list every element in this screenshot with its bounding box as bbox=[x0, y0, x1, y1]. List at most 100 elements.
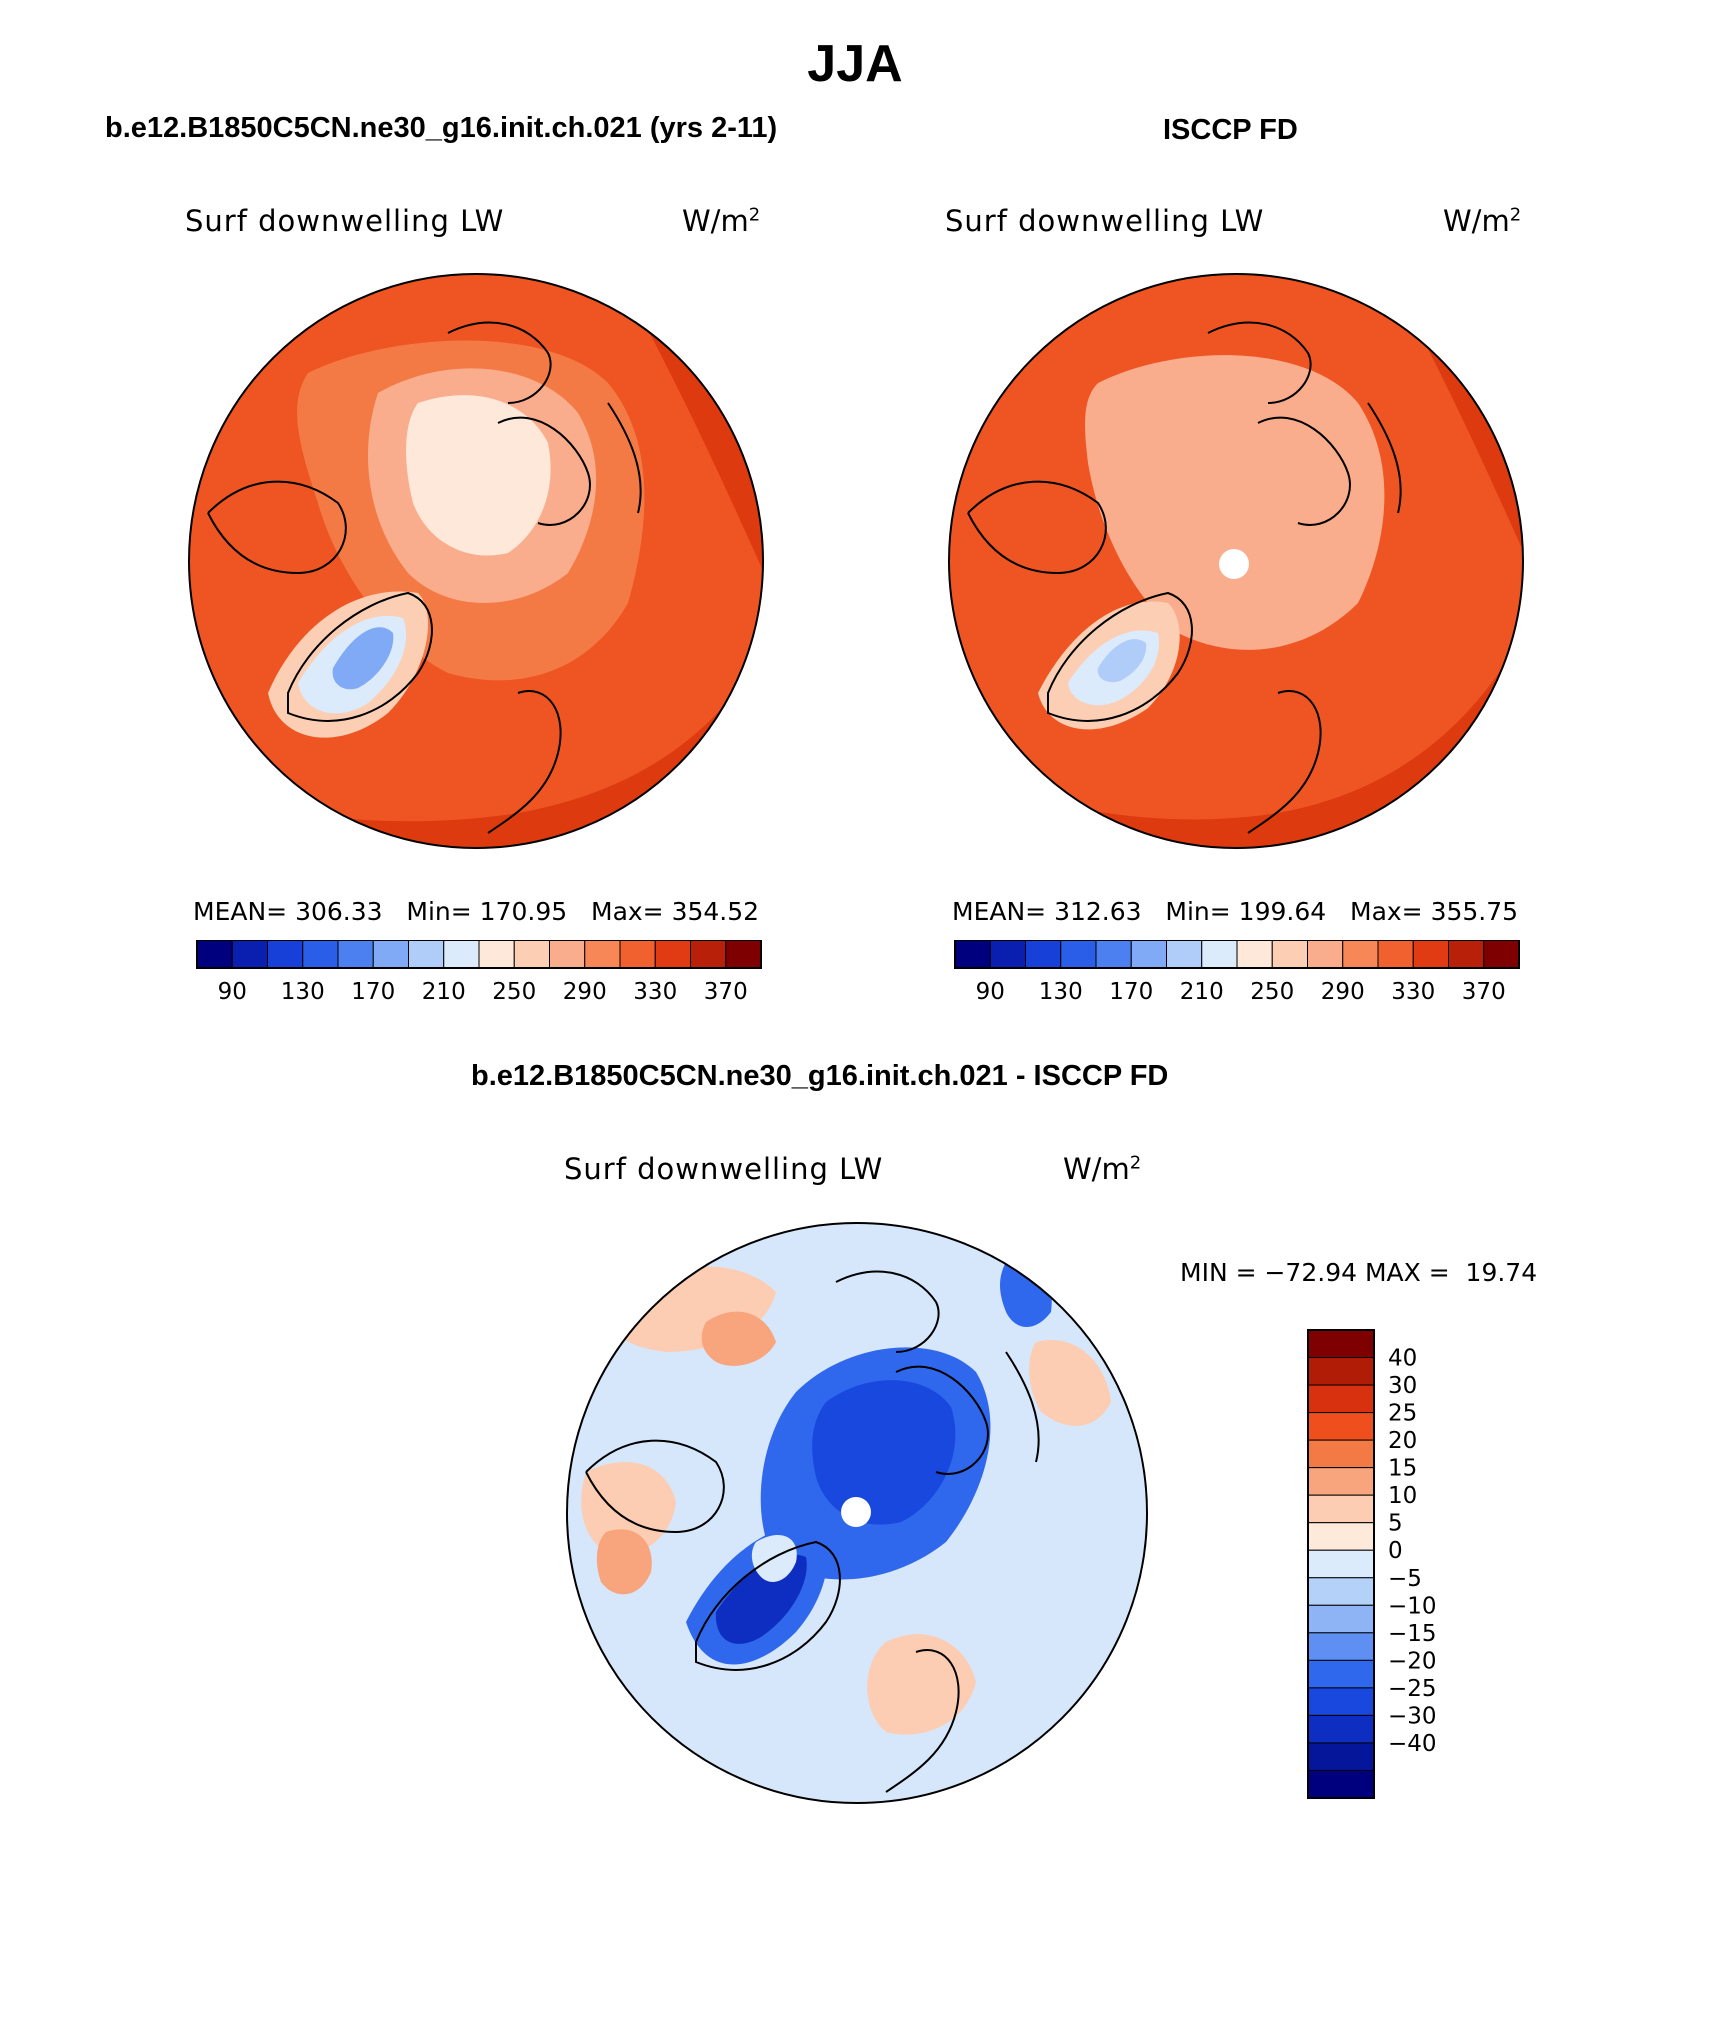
colorbar-swatch bbox=[1307, 940, 1344, 969]
colorbar-tick-label: −20 bbox=[1388, 1648, 1437, 1674]
colorbar-tick-label: 130 bbox=[281, 979, 325, 1005]
colorbar-swatch bbox=[1483, 940, 1520, 969]
obs-stats: MEAN= 312.63 Min= 199.64 Max= 355.75 bbox=[952, 897, 1519, 926]
colorbar-swatch bbox=[1448, 940, 1485, 969]
obs-polar-map bbox=[948, 273, 1524, 849]
colorbar-outline bbox=[196, 940, 762, 969]
model-stats: MEAN= 306.33 Min= 170.95 Max= 354.52 bbox=[193, 897, 760, 926]
colorbar-swatch bbox=[1201, 940, 1238, 969]
colorbar-swatch bbox=[1307, 1549, 1375, 1579]
colorbar-swatch bbox=[1025, 940, 1062, 969]
colorbar-swatch bbox=[725, 940, 762, 969]
diff-minmax: MIN = −72.94 MAX = 19.74 bbox=[1180, 1258, 1538, 1287]
colorbar-tick-label: 330 bbox=[633, 979, 677, 1005]
model-polar-map bbox=[188, 273, 764, 849]
colorbar-tick-label: 10 bbox=[1388, 1483, 1417, 1509]
model-panel-title: b.e12.B1850C5CN.ne30_g16.init.ch.021 (yr… bbox=[105, 112, 778, 144]
colorbar-swatch bbox=[1307, 1522, 1375, 1551]
colorbar-tick-label: −25 bbox=[1388, 1676, 1437, 1702]
colorbar-tick-label: 250 bbox=[1250, 979, 1294, 1005]
obs-variable-label: Surf downwelling LW bbox=[945, 204, 1265, 238]
colorbar-swatch bbox=[690, 940, 727, 969]
colorbar-swatch bbox=[1271, 940, 1308, 969]
colorbar-tick-label: 250 bbox=[492, 979, 536, 1005]
colorbar-tick-label: −5 bbox=[1388, 1566, 1422, 1592]
colorbar-swatch bbox=[1236, 940, 1273, 969]
colorbar-tick-label: −40 bbox=[1388, 1731, 1437, 1757]
colorbar-swatch bbox=[1377, 940, 1414, 969]
colorbar-swatch bbox=[1307, 1494, 1375, 1524]
diff-units: W/m2 bbox=[1063, 1152, 1142, 1186]
colorbar-swatch bbox=[1342, 940, 1379, 969]
colorbar-swatch bbox=[584, 940, 621, 969]
colorbar-swatch bbox=[1130, 940, 1167, 969]
colorbar-swatch bbox=[1412, 940, 1449, 969]
colorbar-swatch bbox=[1307, 1632, 1375, 1661]
colorbar-swatch bbox=[513, 940, 550, 969]
colorbar-swatch bbox=[478, 940, 515, 969]
model-variable-label: Surf downwelling LW bbox=[185, 204, 505, 238]
colorbar-swatch bbox=[267, 940, 304, 969]
diff-panel-title: b.e12.B1850C5CN.ne30_g16.init.ch.021 - I… bbox=[471, 1060, 1169, 1092]
colorbar-swatch bbox=[1307, 1384, 1375, 1414]
colorbar-swatch bbox=[372, 940, 409, 969]
colorbar-tick-label: −15 bbox=[1388, 1621, 1437, 1647]
colorbar-tick-label: 370 bbox=[704, 979, 748, 1005]
colorbar-swatch bbox=[408, 940, 445, 969]
colorbar-tick-label: 0 bbox=[1388, 1538, 1403, 1564]
colorbar-swatch bbox=[1307, 1329, 1375, 1359]
colorbar-tick-label: 130 bbox=[1039, 979, 1083, 1005]
colorbar-tick-label: 30 bbox=[1388, 1373, 1417, 1399]
colorbar-swatch bbox=[1307, 1714, 1375, 1744]
colorbar-swatch bbox=[1307, 1769, 1375, 1799]
colorbar-tick-label: 20 bbox=[1388, 1428, 1417, 1454]
colorbar-tick-label: 330 bbox=[1391, 979, 1435, 1005]
colorbar-tick-label: 40 bbox=[1388, 1346, 1417, 1372]
colorbar-tick-label: 90 bbox=[218, 979, 247, 1005]
colorbar-swatch bbox=[1166, 940, 1203, 969]
main-title: JJA bbox=[807, 35, 903, 93]
colorbar-swatch bbox=[1307, 1604, 1375, 1634]
obs-colorbar: 90 130 170 210 250 290 330 370 bbox=[954, 940, 1520, 1005]
colorbar-swatch bbox=[1307, 1687, 1375, 1716]
colorbar-outline bbox=[954, 940, 1520, 969]
colorbar-tick-label: 210 bbox=[422, 979, 466, 1005]
obs-units: W/m2 bbox=[1443, 204, 1522, 238]
colorbar-tick-label: −10 bbox=[1388, 1593, 1437, 1619]
colorbar-tick-label: 210 bbox=[1180, 979, 1224, 1005]
colorbar-swatch bbox=[443, 940, 480, 969]
colorbar-swatch bbox=[1307, 1577, 1375, 1606]
colorbar-swatch bbox=[196, 940, 233, 969]
colorbar-tick-label: −30 bbox=[1388, 1703, 1437, 1729]
colorbar-swatch bbox=[954, 940, 991, 969]
colorbar-swatch bbox=[1307, 1439, 1375, 1469]
colorbar-swatch bbox=[1307, 1742, 1375, 1771]
colorbar-swatch bbox=[337, 940, 374, 969]
model-colorbar: 90 130 170 210 250 290 330 370 bbox=[196, 940, 762, 1005]
colorbar-tick-label: 370 bbox=[1462, 979, 1506, 1005]
colorbar-tick-label: 170 bbox=[1109, 979, 1153, 1005]
colorbar-swatch bbox=[1307, 1412, 1375, 1441]
colorbar-swatch bbox=[989, 940, 1026, 969]
diff-variable-label: Surf downwelling LW bbox=[564, 1152, 884, 1186]
colorbar-swatch bbox=[231, 940, 268, 969]
colorbar-tick-label: 290 bbox=[563, 979, 607, 1005]
colorbar-tick-label: 170 bbox=[351, 979, 395, 1005]
colorbar-swatch bbox=[1060, 940, 1097, 969]
colorbar-tick-label: 290 bbox=[1321, 979, 1365, 1005]
model-units: W/m2 bbox=[682, 204, 761, 238]
colorbar-swatch bbox=[1307, 1467, 1375, 1496]
colorbar-swatch bbox=[1307, 1357, 1375, 1386]
colorbar-swatch bbox=[549, 940, 586, 969]
colorbar-outline bbox=[1307, 1329, 1375, 1799]
colorbar-swatch bbox=[1307, 1659, 1375, 1689]
colorbar-swatch bbox=[654, 940, 691, 969]
colorbar-swatch bbox=[619, 940, 656, 969]
colorbar-swatch bbox=[1095, 940, 1132, 969]
colorbar-tick-label: 15 bbox=[1388, 1456, 1417, 1482]
diff-polar-map bbox=[566, 1222, 1148, 1804]
colorbar-tick-label: 25 bbox=[1388, 1401, 1417, 1427]
colorbar-tick-label: 90 bbox=[976, 979, 1005, 1005]
obs-panel-title: ISCCP FD bbox=[1163, 114, 1298, 146]
